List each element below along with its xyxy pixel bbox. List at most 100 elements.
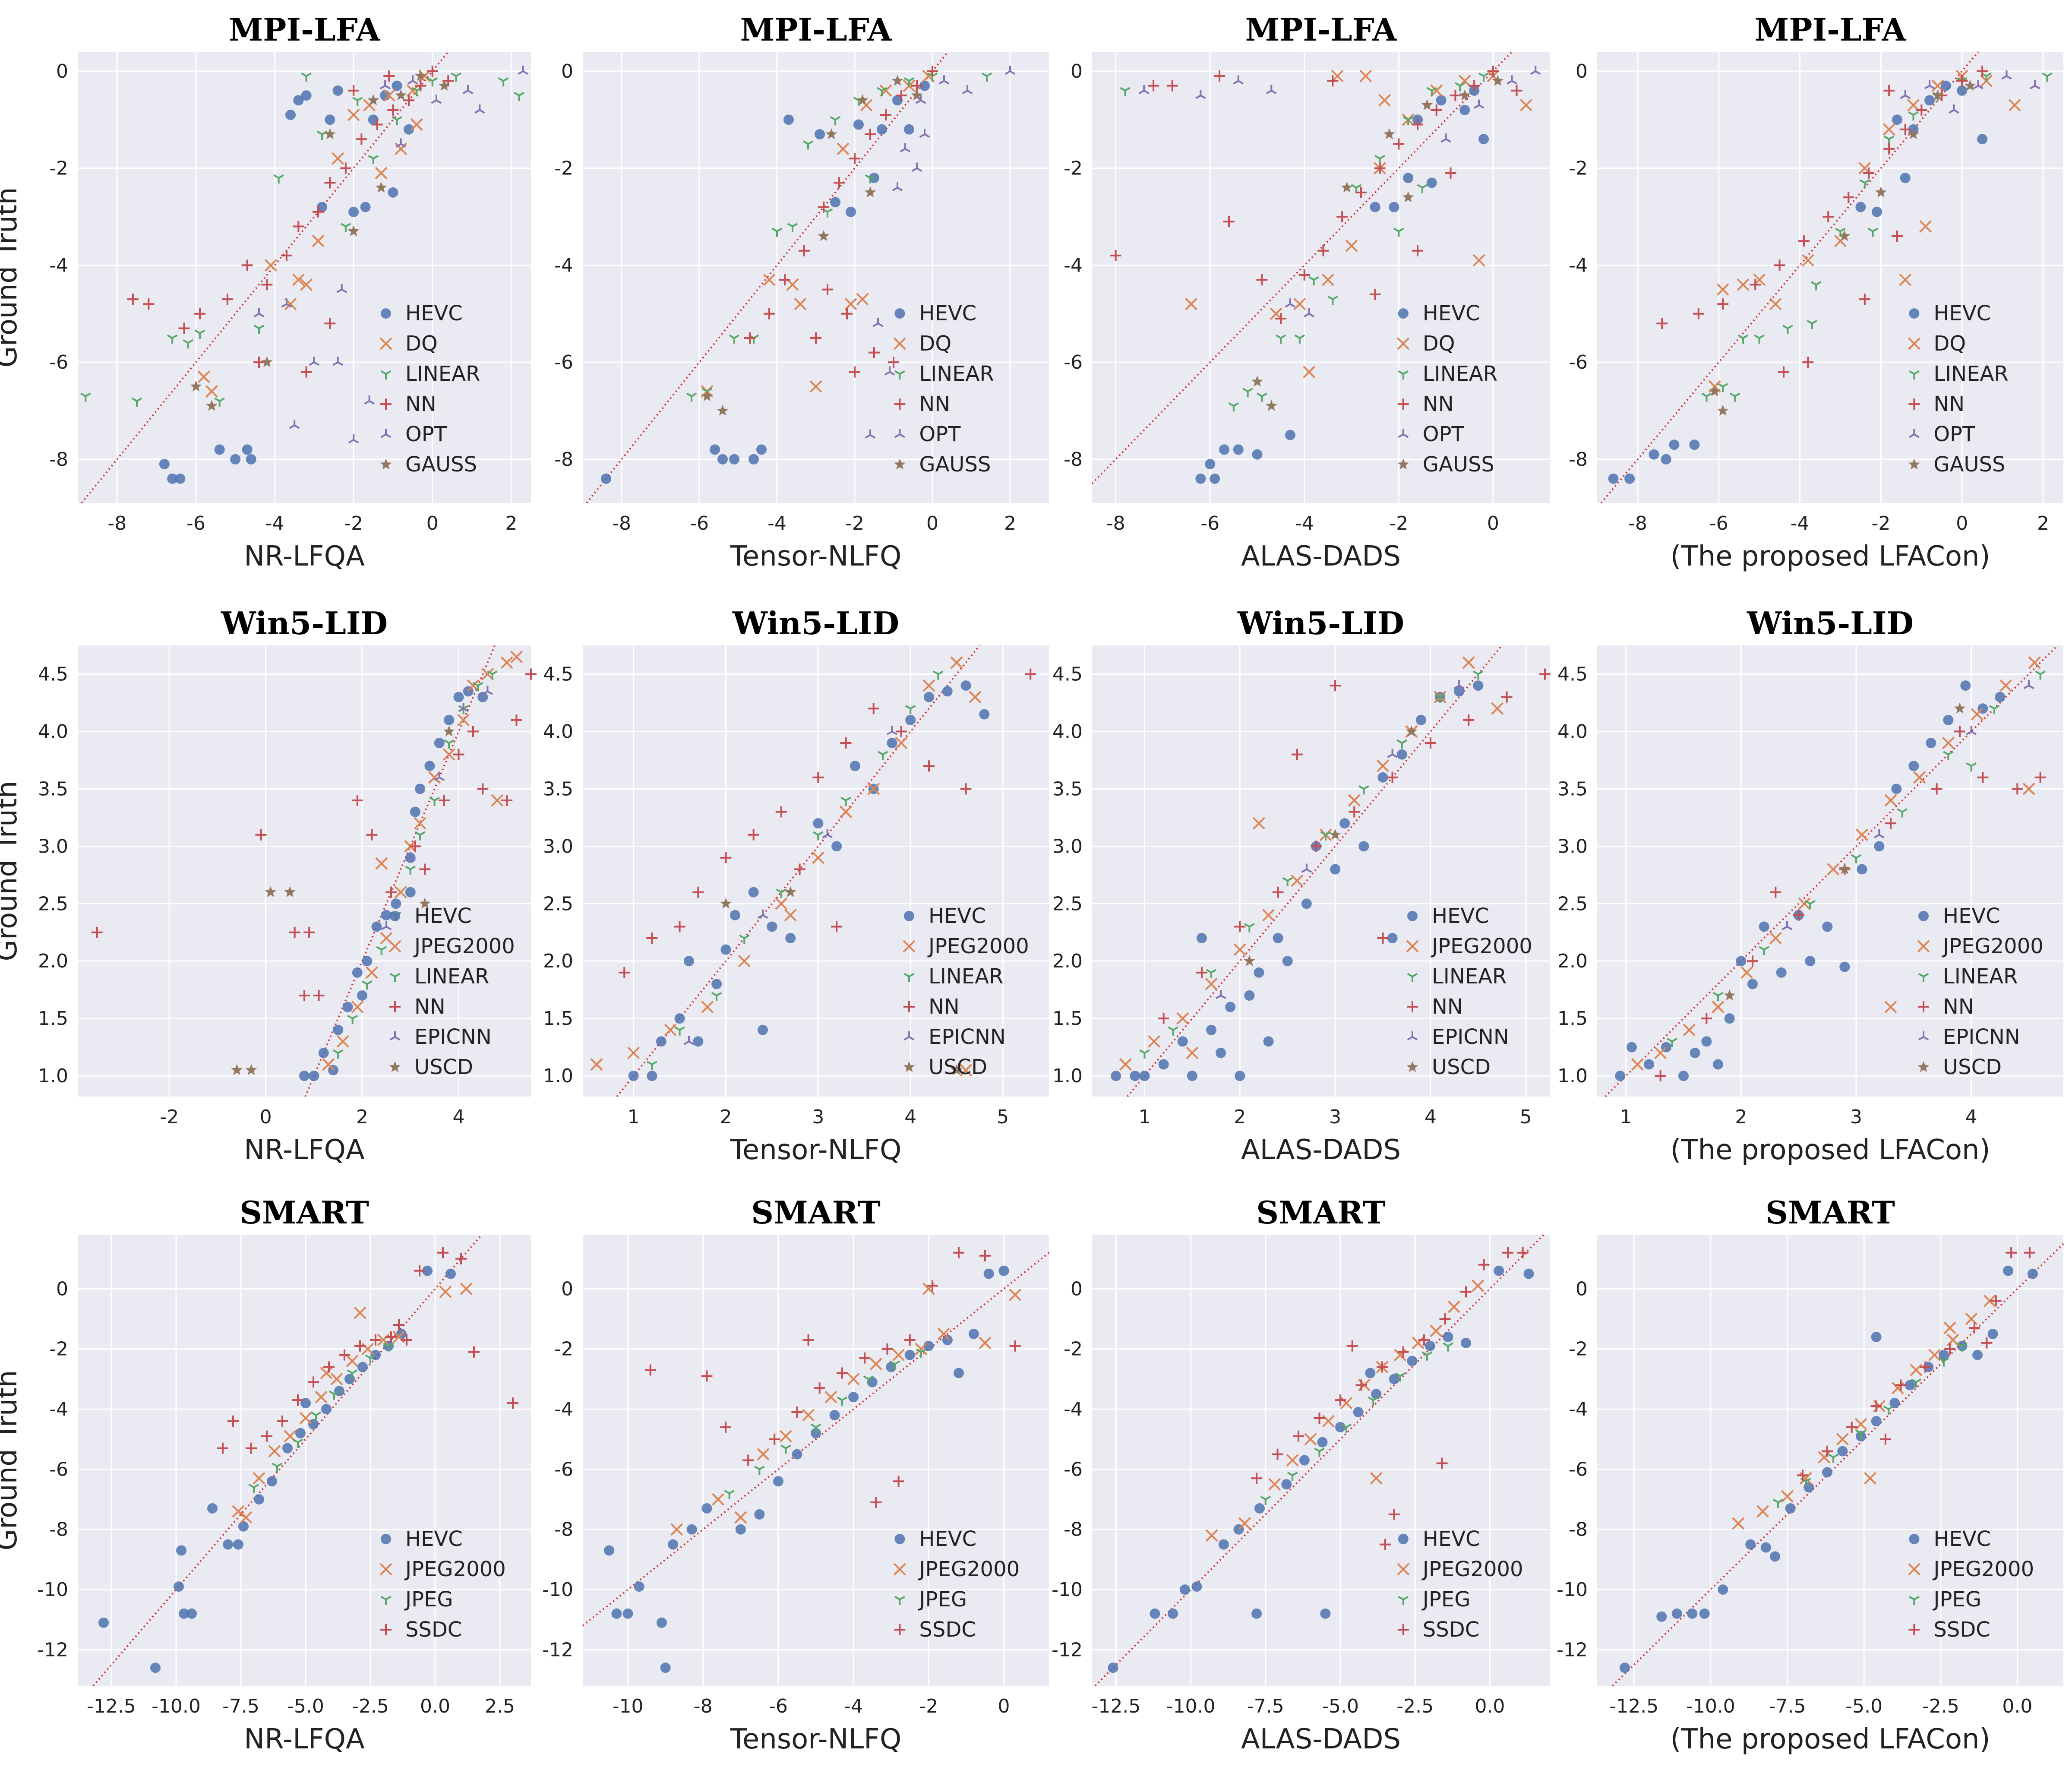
data-point-linear — [1782, 325, 1793, 334]
chart-panel: 1 2 3 4 5 1.0 1.5 2.0 2.5 3.0 3.5 4.0 4.5 Win5-LID Ten… — [543, 605, 1049, 1166]
data-point-linear — [1320, 831, 1331, 841]
legend-marker — [1398, 1596, 1409, 1605]
data-point-hevc — [1426, 177, 1437, 188]
data-point-nn — [194, 308, 206, 319]
data-point-epicnn — [822, 829, 833, 838]
legend-marker — [389, 1031, 401, 1041]
data-point-hevc — [179, 1608, 189, 1619]
legend-label: OPT — [1933, 422, 1975, 446]
legend-marker — [1917, 940, 1930, 953]
data-point-linear — [981, 72, 992, 82]
x-tick-label: 0 — [1487, 512, 1499, 534]
x-tick-label: -10.0 — [1166, 1695, 1216, 1717]
data-point-dq — [1321, 273, 1334, 286]
data-point-hevc — [392, 80, 402, 91]
y-tick-label: 1.0 — [38, 1065, 68, 1087]
chart-panel: -8 -6 -4 -2 0 2 0 -2 -4 -6 -8 MPI-LFA (The proposed … — [1569, 11, 2063, 572]
data-point-hevc — [1218, 1539, 1229, 1550]
data-point-hevc — [348, 206, 359, 217]
chart-title: Win5-LID — [732, 605, 899, 642]
data-point-hevc — [1339, 818, 1350, 829]
y-tick-label: 2.0 — [38, 950, 68, 972]
x-tick-label: -5.0 — [1322, 1695, 1359, 1717]
data-point-dq — [809, 380, 822, 393]
data-point-hevc — [1747, 979, 1758, 989]
data-point-hevc — [321, 1404, 332, 1415]
x-tick-label: 1 — [1620, 1106, 1632, 1128]
data-point-dq — [1801, 254, 1814, 267]
chart-title: SMART — [1766, 1194, 1895, 1231]
legend: HEVC DQ LINEAR NN OPT GAUSS — [379, 301, 480, 477]
y-tick-label: 3.0 — [1557, 835, 1588, 857]
data-point-hevc — [1478, 134, 1489, 145]
data-point-linear — [1667, 1038, 1677, 1047]
data-point-nn — [1298, 269, 1310, 281]
data-point-nn — [143, 298, 155, 310]
data-point-jpeg2000 — [1864, 1472, 1876, 1485]
data-point-hevc — [1252, 449, 1263, 460]
data-point-hevc — [1687, 1608, 1698, 1619]
data-point-jpeg2000 — [1836, 1433, 1849, 1446]
data-point-dq — [763, 273, 776, 286]
data-point-ssdc — [246, 1442, 257, 1454]
data-point-nn — [371, 119, 383, 130]
plot-area — [78, 52, 531, 503]
data-point-hevc — [730, 910, 740, 920]
legend-label: DQ — [919, 332, 951, 356]
data-point-linear — [1168, 1026, 1179, 1036]
data-point-hevc — [1158, 1059, 1169, 1070]
data-point-hevc — [1957, 85, 1968, 96]
data-point-nn — [1463, 714, 1475, 726]
data-point-dq — [1919, 220, 1932, 233]
data-point-hevc — [1644, 1059, 1654, 1070]
y-tick-label: -10 — [542, 1579, 573, 1601]
data-point-dq — [1737, 278, 1750, 291]
data-point-hevc — [207, 1503, 218, 1514]
data-point-hevc — [1299, 1455, 1310, 1466]
data-point-jpeg2000 — [1984, 1294, 1996, 1307]
data-point-hevc — [1358, 841, 1369, 852]
identity-line — [1091, 51, 1513, 484]
data-point-jpeg — [863, 1375, 874, 1385]
data-point-hevc — [656, 1617, 667, 1628]
legend-marker — [1909, 429, 1920, 438]
data-point-dq — [856, 293, 869, 306]
x-tick-label: 2 — [1234, 1106, 1246, 1128]
legend-marker — [903, 973, 915, 982]
data-point-ssdc — [1981, 1337, 1993, 1349]
data-point-jpeg2000 — [627, 1046, 640, 1059]
data-point-opt — [289, 420, 300, 429]
data-point-linear — [80, 392, 91, 402]
data-point-hevc — [1216, 1047, 1226, 1058]
legend-label: LINEAR — [1943, 964, 2018, 989]
data-point-jpeg2000 — [428, 771, 441, 784]
data-point-epicnn — [1781, 921, 1793, 930]
data-point-hevc — [1187, 1071, 1197, 1081]
data-point-linear — [933, 670, 944, 680]
data-point-gauss — [415, 70, 426, 81]
data-point-hevc — [1615, 1071, 1626, 1081]
plot-area — [583, 1235, 1049, 1686]
x-axis-label: NR-LFQA — [244, 1134, 365, 1166]
x-tick-label: -2.5 — [1922, 1695, 1959, 1717]
data-point-nn — [501, 794, 513, 806]
data-point-jpeg2000 — [1377, 759, 1389, 772]
data-point-hevc — [892, 95, 903, 106]
data-point-nn — [840, 737, 852, 749]
data-point-hevc — [1874, 841, 1885, 852]
x-tick-label: 0 — [998, 1695, 1010, 1717]
data-point-jpeg2000 — [1472, 1280, 1485, 1292]
legend-label: DQ — [1933, 332, 1966, 356]
y-tick-label: -12 — [1052, 1639, 1083, 1661]
x-tick-label: 0.0 — [420, 1695, 450, 1717]
data-point-hevc — [813, 818, 824, 829]
data-point-nn — [1793, 909, 1804, 921]
data-point-jpeg2000 — [1262, 909, 1275, 922]
data-point-hevc — [1872, 206, 1882, 217]
x-tick-label: 2 — [720, 1106, 732, 1128]
data-point-nn — [1539, 668, 1551, 680]
y-tick-label: 1.5 — [38, 1008, 68, 1030]
data-point-nn — [794, 863, 805, 875]
data-point-gauss — [825, 128, 837, 139]
legend-label: HEVC — [919, 301, 976, 326]
